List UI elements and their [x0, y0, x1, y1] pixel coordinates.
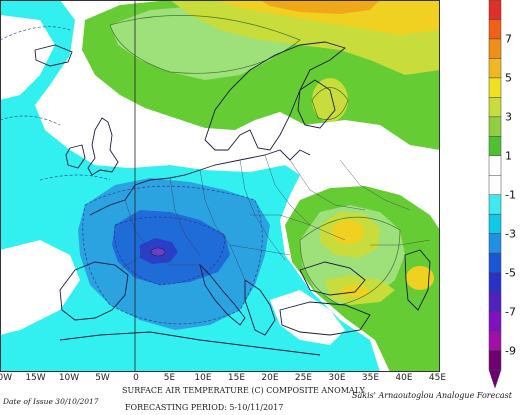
- longitude-tick: 35E: [361, 373, 380, 383]
- warm-anomaly-yellow-north: [215, 0, 440, 35]
- legend-label: -1: [505, 188, 516, 202]
- warm-anomaly-orange-north: [260, 0, 380, 14]
- legend-colorbar: [488, 0, 502, 389]
- warm-pocket-yellow-ukraine: [332, 220, 364, 244]
- cold-anomaly-center: [150, 247, 166, 257]
- legend-swatch: [488, 0, 502, 20]
- legend-swatch: [488, 233, 502, 254]
- legend-swatch: [488, 97, 502, 118]
- legend-swatch: [488, 116, 502, 137]
- longitude-tick: 25E: [294, 373, 313, 383]
- contour-lines: [0, 26, 263, 325]
- legend-label: -9: [505, 344, 516, 358]
- legend-swatch: [488, 19, 502, 40]
- neutral-white-central: [70, 120, 440, 190]
- forecast-period: FORECASTING PERIOD: 5-10/11/2017: [125, 403, 284, 412]
- longitude-tick: 45E: [428, 373, 447, 383]
- legend-label: 3: [505, 110, 512, 124]
- longitude-tick: 30E: [328, 373, 346, 383]
- longitude-tick: 40E: [395, 373, 413, 383]
- legend-swatch: [488, 194, 502, 215]
- map-frame: [0, 0, 440, 372]
- longitude-tick: 20E: [261, 373, 279, 383]
- legend-swatch: [488, 213, 502, 234]
- longitude-tick: 10E: [194, 373, 212, 383]
- legend-swatch: [488, 311, 502, 332]
- anomaly-map: [0, 0, 440, 372]
- legend-swatch: [488, 77, 502, 98]
- longitude-tick: 5E: [163, 373, 176, 383]
- legend-swatch: [488, 330, 502, 351]
- neutral-white-southwest: [0, 240, 80, 335]
- legend-label: -7: [505, 305, 516, 319]
- legend-swatch: [488, 175, 502, 195]
- legend-swatch: [488, 291, 502, 312]
- longitude-tick: 10W: [58, 373, 80, 383]
- warm-pocket-yellow-east: [406, 266, 434, 290]
- neutral-white-west: [0, 15, 55, 100]
- legend-swatch: [488, 350, 502, 371]
- legend-swatch: [488, 272, 502, 293]
- legend-swatch: [488, 252, 502, 273]
- legend-swatch: [488, 38, 502, 59]
- legend-swatch: [488, 58, 502, 79]
- country-borders: [119, 154, 431, 281]
- longitude-tick: 20W: [0, 373, 13, 383]
- longitude-tick: 15W: [25, 373, 46, 383]
- legend-label: -3: [505, 227, 516, 241]
- warm-pocket-scandinavia: [312, 78, 348, 122]
- warm-pocket-yellow-caspian: [341, 285, 369, 297]
- author-credit: Sakis' Arnaoutoglou Analogue Forecast: [352, 391, 512, 400]
- longitude-tick: 15E: [227, 373, 246, 383]
- map-title: SURFACE AIR TEMPERATURE (C) COMPOSITE AN…: [122, 386, 365, 395]
- legend-swatch: [488, 136, 502, 157]
- legend-label: 1: [505, 149, 512, 163]
- longitude-tick: 0: [133, 373, 139, 383]
- legend-swatch: [488, 155, 502, 176]
- longitude-tick: 5W: [95, 373, 110, 383]
- neutral-white-southeast: [270, 290, 345, 345]
- legend-arrow: [488, 369, 502, 389]
- issue-date: Date of Issue 30/10/2017: [3, 397, 99, 406]
- legend-label: 7: [505, 32, 512, 46]
- legend-label: 5: [505, 71, 512, 85]
- legend-label: -5: [505, 266, 516, 280]
